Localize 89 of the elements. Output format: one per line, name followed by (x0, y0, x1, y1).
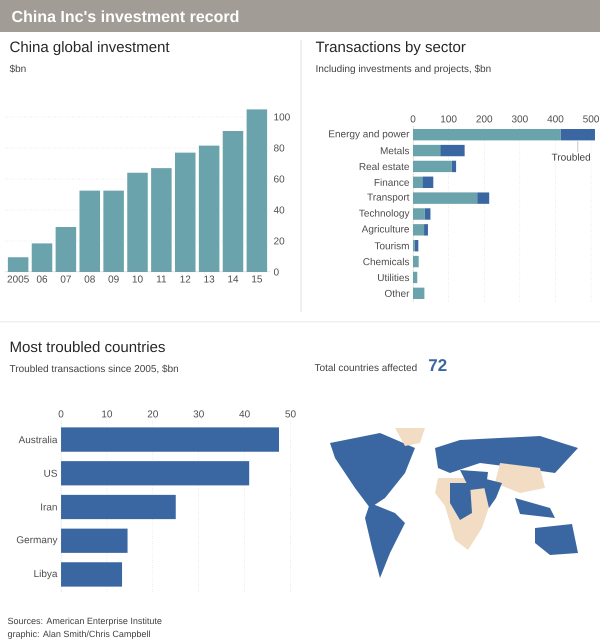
y-tick-label: 0 (274, 268, 279, 276)
x-tick-label: 30 (194, 410, 204, 418)
chart-subtitle: Troubled transactions since 2005, $bn (10, 364, 178, 374)
text: Total countries affected (314, 364, 417, 372)
bar (198, 146, 220, 272)
chart-subtitle: $bn (10, 64, 26, 73)
bar (424, 224, 428, 236)
x-tick-label: 06 (36, 276, 48, 283)
y-tick-label: Australia (18, 436, 58, 444)
x-tick-label: 11 (156, 276, 166, 282)
y-tick-label: Finance (374, 178, 410, 186)
y-tick-label: Technology (359, 209, 410, 219)
x-tick-label: 400 (547, 115, 564, 122)
y-tick-label: Chemicals (363, 258, 410, 266)
x-tick-label: 100 (441, 115, 457, 122)
x-tick-label: 07 (60, 276, 71, 283)
y-tick-label: Agriculture (362, 225, 410, 235)
x-tick-label: 10 (102, 410, 112, 418)
x-tick-label: 2005 (8, 276, 29, 283)
bar (61, 461, 250, 486)
x-tick-label: 0 (410, 115, 416, 122)
bar (56, 227, 76, 272)
bar (440, 144, 465, 156)
bar (32, 243, 52, 272)
x-tick-label: 10 (132, 276, 143, 283)
bar (422, 176, 434, 188)
bar (79, 190, 100, 272)
chart-title: Most troubled countries (10, 341, 165, 352)
x-tick-label: 14 (228, 276, 238, 282)
bar (61, 494, 176, 520)
x-tick-label: 09 (108, 276, 119, 283)
text: 72 (428, 359, 446, 371)
x-tick-label: 15 (252, 276, 262, 282)
chart-title: Transactions by sector (316, 41, 466, 56)
bar (174, 152, 196, 272)
bar (413, 129, 561, 140)
bar (61, 427, 280, 452)
bar (413, 176, 423, 188)
bar (127, 172, 148, 272)
bar (222, 130, 244, 272)
x-tick-label: 12 (180, 276, 190, 283)
y-tick-label: Utilities (378, 274, 410, 282)
bar (413, 160, 452, 172)
y-tick-label: Energy and power (329, 130, 410, 140)
y-tick-label: Iran (41, 504, 57, 510)
bar (151, 168, 172, 272)
x-tick-label: 20 (148, 410, 158, 418)
y-tick-label: Metals (380, 146, 410, 154)
y-tick-label: Germany (16, 536, 58, 546)
bar (246, 109, 268, 272)
bar (8, 257, 28, 272)
bar (424, 208, 430, 220)
y-tick-label: Transport (367, 194, 410, 203)
x-tick-label: 40 (239, 410, 250, 418)
bar (477, 192, 490, 204)
y-tick-label: Real estate (360, 162, 410, 170)
bar (413, 208, 425, 220)
source-note: Sources: American Enterprise Institute (8, 617, 162, 626)
series-label: Troubled (552, 153, 590, 161)
x-tick-label: 500 (583, 115, 600, 122)
chart-subtitle: Including investments and projects, $bn (316, 64, 491, 74)
chart-title: China global investment (10, 41, 170, 56)
bar (452, 160, 456, 172)
x-tick-label: 13 (204, 276, 214, 283)
bar (413, 224, 424, 236)
x-tick-label: 50 (285, 410, 296, 418)
y-tick-label: US (44, 470, 58, 477)
text: graphic: Alan Smith/Chris Campbell (8, 630, 150, 639)
y-tick-label: 40 (274, 206, 284, 214)
y-tick-label: Tourism (374, 242, 409, 250)
x-tick-label: 200 (476, 115, 492, 122)
bar (61, 562, 122, 587)
bar (413, 192, 478, 204)
bar (413, 272, 418, 284)
x-tick-label: 0 (58, 410, 64, 418)
bar (413, 144, 440, 156)
bar (103, 190, 124, 272)
bar (413, 288, 424, 299)
y-tick-label: Other (384, 290, 410, 297)
bar (560, 129, 595, 140)
bar (414, 240, 418, 252)
y-tick-label: 60 (274, 175, 284, 183)
bar (61, 528, 128, 553)
x-tick-label: 300 (512, 115, 528, 122)
y-tick-label: Libya (34, 570, 58, 580)
y-tick-label: 80 (274, 144, 284, 152)
y-tick-label: 20 (274, 237, 284, 245)
x-tick-label: 08 (84, 276, 95, 283)
text: China Inc's investment record (12, 10, 238, 22)
